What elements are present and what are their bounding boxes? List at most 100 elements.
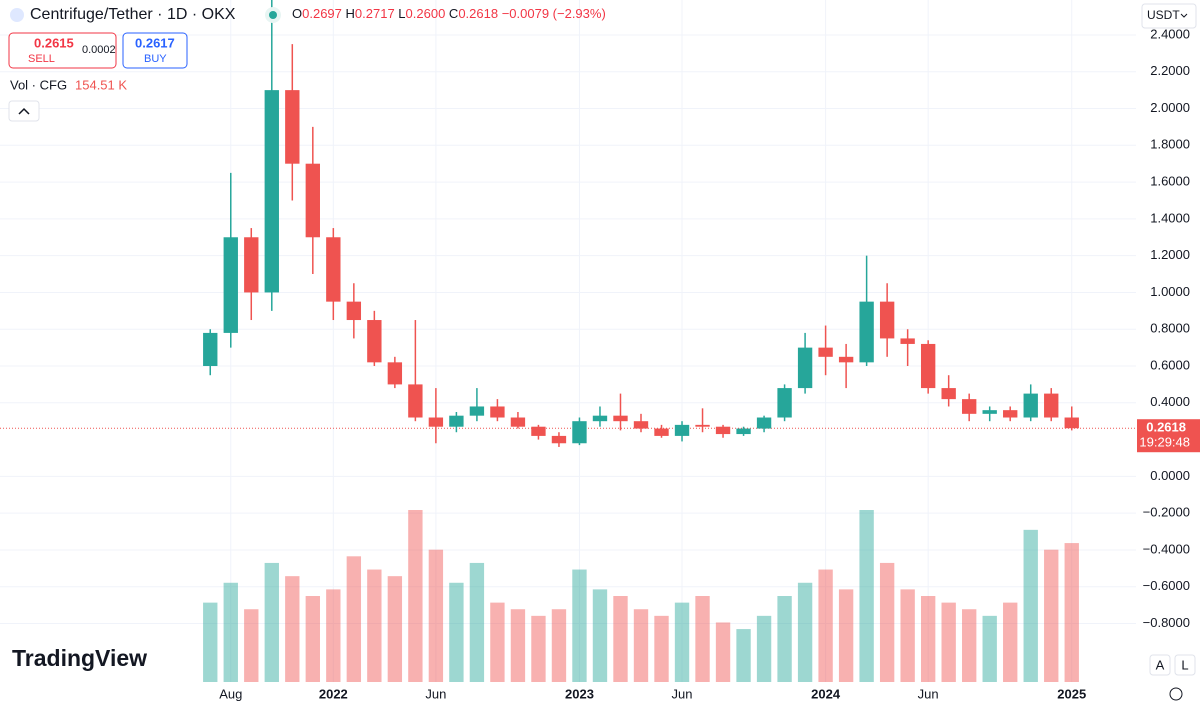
- y-tick-label: −0.6000: [1143, 578, 1190, 593]
- volume-bar: [695, 596, 710, 682]
- candle-body: [613, 415, 628, 422]
- buy-label[interactable]: BUY: [144, 53, 167, 65]
- symbol-logo: [10, 8, 24, 22]
- last-price: 0.2618: [1146, 420, 1186, 435]
- currency-button[interactable]: [1141, 3, 1197, 29]
- volume-bar: [797, 582, 813, 682]
- change: −0.0079 (−2.93%): [502, 6, 606, 21]
- volume-bar: [572, 569, 587, 682]
- volume-bar: [428, 549, 444, 682]
- volume-bar: [285, 576, 300, 682]
- volume-bar: [879, 562, 895, 682]
- spread: 0.0002: [82, 44, 116, 56]
- candle-body: [920, 343, 936, 389]
- volume-bar: [633, 609, 649, 682]
- candle-body: [941, 388, 956, 400]
- y-tick-label: 0.0000: [1150, 468, 1190, 483]
- x-tick-label: Jun: [425, 686, 446, 701]
- x-tick-label: 2025: [1057, 686, 1086, 701]
- x-tick-label: Aug: [219, 686, 242, 701]
- y-tick-label: 1.0000: [1150, 284, 1190, 299]
- candle-body: [633, 421, 649, 429]
- volume-bar: [367, 569, 382, 682]
- sell-button[interactable]: [8, 32, 117, 69]
- volume-bar: [859, 510, 874, 682]
- candle-body: [818, 347, 833, 357]
- time-axis: [0, 682, 1136, 705]
- settings-icon[interactable]: [1169, 687, 1183, 701]
- candle-body: [264, 90, 279, 293]
- price-axis: [1136, 0, 1200, 705]
- symbol-title: Centrifuge/Tether · 1D · OKX: [30, 6, 236, 23]
- candle-body: [592, 415, 608, 422]
- candle-body: [572, 421, 587, 444]
- x-tick-label: 2022: [319, 686, 348, 701]
- countdown: 19:29:48: [1139, 435, 1190, 450]
- candle-body: [531, 426, 546, 436]
- candle-body: [285, 90, 300, 164]
- volume-bar: [592, 589, 608, 682]
- candle-body: [1023, 393, 1038, 418]
- y-tick-label: −0.4000: [1143, 541, 1190, 556]
- ohlc-value: 0.2697: [302, 6, 342, 21]
- sell-price[interactable]: 0.2615: [34, 35, 74, 50]
- volume-bar: [756, 615, 772, 682]
- volume-bar: [326, 589, 341, 682]
- candle-body: [203, 332, 218, 367]
- candle-body: [244, 237, 259, 293]
- y-tick-label: 1.6000: [1150, 174, 1190, 189]
- volume-bar: [736, 629, 751, 682]
- volume-bar: [900, 589, 915, 682]
- volume-bar: [531, 615, 546, 682]
- axis-layer: 2.4000 2.2000 2.0000 1.8000 1.6000 1.4000 1.20…: [219, 26, 1200, 701]
- candle-body: [223, 237, 238, 333]
- volume-bar: [449, 582, 464, 682]
- chevron: [18, 107, 30, 115]
- status-dot: [269, 11, 277, 19]
- y-tick-label: 0.4000: [1150, 394, 1190, 409]
- volume-bar: [982, 615, 997, 682]
- ohlc-key: C: [449, 6, 458, 21]
- log-scale-button[interactable]: [1174, 654, 1196, 676]
- y-tick-label: 0.8000: [1150, 321, 1190, 336]
- candle-body: [736, 428, 751, 435]
- volume-bar: [777, 596, 792, 682]
- candle-body: [879, 301, 895, 339]
- buy-price[interactable]: 0.2617: [135, 35, 175, 50]
- candle-body: [777, 388, 792, 418]
- y-tick-label: −0.2000: [1143, 505, 1190, 520]
- candle-body: [797, 347, 813, 389]
- volume-bar: [346, 556, 362, 682]
- ohlc-value: 0.2600: [406, 6, 446, 21]
- ohlc-key: H: [346, 6, 355, 21]
- ohlc-value: 0.2618: [458, 6, 498, 21]
- auto-scale[interactable]: A: [1156, 657, 1165, 672]
- y-tick-label: 1.8000: [1150, 137, 1190, 152]
- volume-bar: [613, 596, 628, 682]
- volume-bar: [838, 589, 854, 682]
- sell-label[interactable]: SELL: [28, 53, 55, 65]
- log-scale[interactable]: L: [1181, 657, 1188, 672]
- buy-button[interactable]: [122, 32, 188, 69]
- ohlc-legend: O0.2697 H0.2717 L0.2600 C0.2618 −0.0079 …: [292, 6, 606, 21]
- y-tick-label: 1.4000: [1150, 210, 1190, 225]
- x-tick-label: Jun: [672, 686, 693, 701]
- auto-scale-button[interactable]: [1149, 654, 1171, 676]
- candle-layer: [203, 0, 1079, 447]
- x-tick-label: Jun: [918, 686, 939, 701]
- x-tick-label: 2024: [811, 686, 841, 701]
- y-tick-label: 0.6000: [1150, 357, 1190, 372]
- volume-bar: [551, 609, 567, 682]
- candle-body: [449, 415, 464, 427]
- candle-body: [1003, 410, 1018, 418]
- volume-bar: [408, 510, 423, 682]
- volume-bar: [305, 596, 320, 682]
- ohlc-key: L: [398, 6, 405, 21]
- currency[interactable]: USDT: [1147, 8, 1180, 22]
- volume-bar: [962, 609, 977, 682]
- candle-body: [326, 237, 341, 302]
- collapse-button[interactable]: [8, 100, 40, 122]
- candle-body: [1064, 417, 1079, 429]
- volume-bar: [244, 609, 259, 682]
